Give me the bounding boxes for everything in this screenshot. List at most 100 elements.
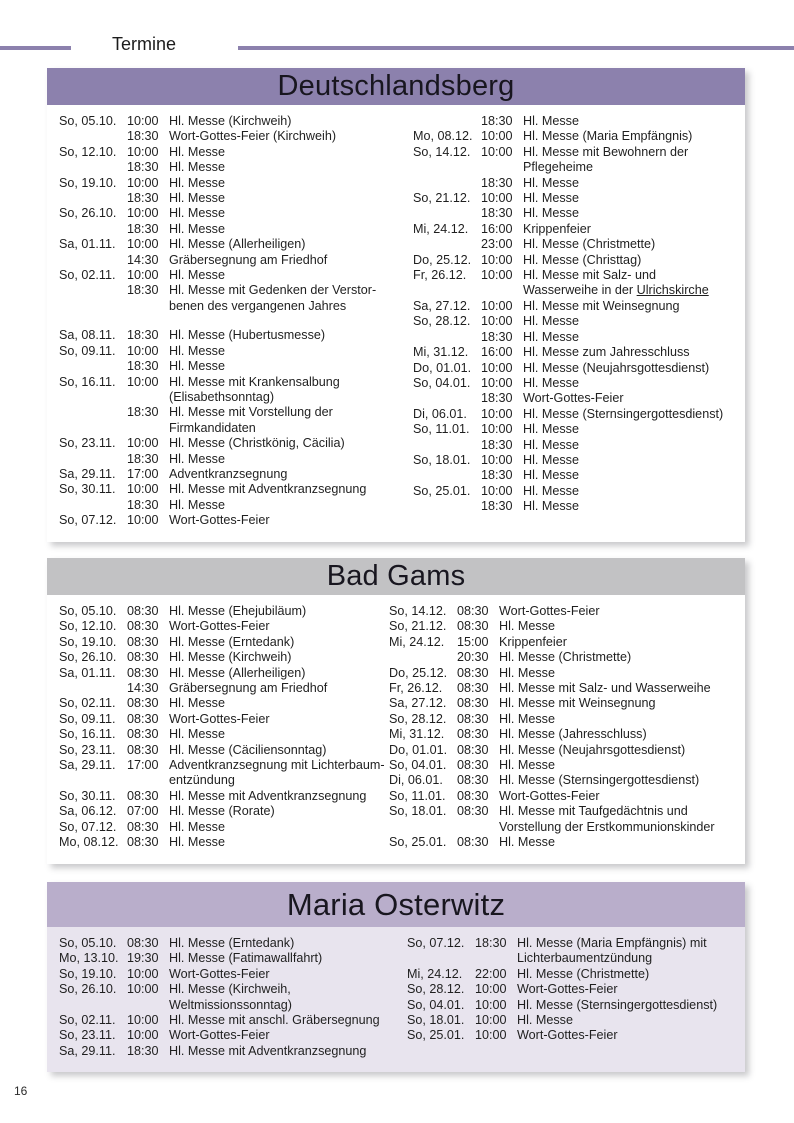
event-date: So, 21.12.	[413, 191, 471, 206]
event-description: Hl. Messe mit anschl. Gräbersegnung	[169, 1013, 385, 1028]
event-time: 10:00	[127, 436, 159, 451]
schedule-row: So, 02.11. 08:30 Hl. Messe	[59, 696, 367, 711]
event-description: Hl. Messe (Allerheiligen)	[169, 666, 367, 681]
event-description-line: Wort-Gottes-Feier	[523, 391, 624, 406]
event-description-line: Hl. Messe mit Taufgedächtnis und	[499, 804, 688, 819]
section-deutschlandsberg: Deutschlandsberg So, 05.10. 10:00 Hl. Mess…	[47, 68, 745, 542]
event-date: So, 25.01.	[407, 1028, 465, 1043]
event-date: So, 14.12.	[389, 604, 447, 618]
event-description-line: Hl. Messe (Christmette)	[517, 966, 650, 981]
schedule-row: So, 04.01. 08:30 Hl. Messe	[389, 758, 733, 773]
event-description: Wort-Gottes-Feier	[517, 982, 733, 997]
event-time: 08:30	[457, 742, 489, 757]
schedule-row: So, 02.11. 10:00 Hl. Messe mit anschl. Grä…	[59, 1013, 385, 1028]
schedule-row: So, 26.10. 10:00 Hl. Messe (Kirchweih, Welt…	[59, 982, 385, 1013]
event-date: Fr, 26.12.	[413, 268, 467, 283]
schedule-row: 18:30 Hl. Messe	[413, 206, 733, 221]
event-description-line: Weltmissionssonntag)	[169, 997, 292, 1012]
event-time: 10:00	[475, 1013, 507, 1028]
event-date	[59, 191, 127, 206]
event-description: Hl. Messe	[523, 499, 733, 514]
event-date	[413, 114, 481, 129]
event-description: Gräbersegnung am Friedhof	[169, 681, 367, 696]
event-description: Hl. Messe (Erntedank)	[169, 635, 367, 650]
event-date	[413, 468, 481, 483]
event-date: So, 04.01.	[407, 997, 465, 1012]
event-date: Sa, 29.11.	[59, 1043, 116, 1058]
event-description-line: Hl. Messe (Christkönig, Cäcilia)	[169, 436, 345, 451]
event-date: So, 23.11.	[59, 1028, 116, 1043]
event-description-line: Hl. Messe (Allerheiligen)	[169, 665, 306, 680]
event-date: Mi, 24.12.	[389, 634, 445, 649]
schedule-row: So, 25.01. 10:00 Hl. Messe	[413, 484, 733, 499]
event-time: 17:00	[127, 758, 159, 773]
event-date: So, 02.11.	[59, 268, 116, 283]
schedule-row: Do, 01.01. 10:00 Hl. Messe (Neujahrsgottes…	[413, 361, 733, 376]
event-time: 10:00	[481, 360, 513, 375]
section-title-bar: Bad Gams	[47, 558, 745, 595]
event-date: So, 28.12.	[389, 711, 447, 726]
event-description: Hl. Messe	[523, 376, 733, 391]
event-description: Adventkranzsegnung mit Lichterbaum-entzü…	[169, 758, 385, 789]
event-description-line: Hl. Messe mit Krankensalbung	[169, 374, 340, 389]
page-number: 16	[14, 1084, 28, 1098]
event-description: Hl. Messe (Christmette)	[517, 967, 733, 982]
schedule-row: Mo, 08.12. 10:00 Hl. Messe (Maria Empfängn…	[413, 129, 733, 144]
schedule-row: So, 21.12. 08:30 Hl. Messe	[389, 619, 733, 634]
event-date	[413, 206, 481, 221]
event-description: Hl. Messe (Rorate)	[169, 804, 367, 819]
schedule-row: So, 30.11. 10:00 Hl. Messe mit Adventkranz…	[59, 482, 391, 497]
event-description: Hl. Messe (Christmette)	[499, 650, 733, 665]
event-description-line: Adventkranzsegnung	[169, 466, 288, 481]
event-time: 18:30	[127, 328, 159, 343]
event-date: Do, 01.01.	[389, 742, 448, 757]
schedule-row: So, 28.12. 08:30 Hl. Messe	[389, 712, 733, 727]
event-time: 22:00	[475, 966, 507, 981]
event-description-line: Hl. Messe (Erntedank)	[169, 634, 295, 649]
event-description-line: Krippenfeier	[523, 221, 591, 236]
event-description: Hl. Messe mit Gedenken der Verstor-benen…	[169, 283, 391, 314]
event-date: So, 25.01.	[413, 483, 471, 498]
event-time: 18:30	[481, 437, 513, 452]
event-description-line: Hl. Messe mit anschl. Gräbersegnung	[169, 1013, 380, 1028]
event-date: So, 14.12.	[413, 144, 471, 159]
event-description: Wort-Gottes-Feier	[169, 513, 391, 528]
event-time: 10:00	[127, 206, 159, 221]
event-date	[413, 330, 481, 345]
event-time: 23:00	[481, 237, 513, 252]
event-description-line: Hl. Messe (Maria Empfängnis) mit	[517, 936, 707, 950]
event-date	[59, 129, 127, 144]
event-time: 10:00	[481, 298, 513, 313]
event-date: Sa, 29.11.	[59, 758, 116, 773]
event-description-line: Hl. Messe (Erntedank)	[169, 936, 295, 950]
event-description: Hl. Messe	[499, 758, 733, 773]
schedule-row: Fr, 26.12. 08:30 Hl. Messe mit Salz- und W…	[389, 681, 733, 696]
event-date: So, 12.10.	[59, 619, 117, 634]
event-time: 18:30	[127, 221, 159, 236]
schedule-row: Sa, 29.11. 17:00 Adventkranzsegnung	[59, 467, 391, 482]
event-time: 08:30	[457, 835, 489, 850]
event-description-line: Hl. Messe	[499, 835, 555, 850]
event-description: Hl. Messe mit Taufgedächtnis und Vorstell…	[499, 804, 733, 835]
event-description: Hl. Messe zum Jahresschluss	[523, 345, 733, 360]
event-description: Wort-Gottes-Feier (Kirchweih)	[169, 129, 391, 144]
schedule-row: Mo, 08.12. 08:30 Hl. Messe	[59, 835, 367, 850]
event-date: So, 23.11.	[59, 436, 116, 451]
event-date: Mi, 31.12.	[413, 345, 469, 360]
schedule-row: So, 30.11. 08:30 Hl. Messe mit Adventkranz…	[59, 789, 367, 804]
schedule-row: So, 26.10. 08:30 Hl. Messe (Kirchweih)	[59, 650, 367, 665]
event-time: 10:00	[127, 114, 159, 128]
schedule-row: So, 18.01. 10:00 Hl. Messe	[407, 1013, 733, 1028]
event-time: 10:00	[127, 482, 159, 497]
event-description-line: Hl. Messe	[523, 422, 579, 437]
event-description-line: Hl. Messe	[523, 499, 579, 514]
event-description-line: Hl. Messe	[523, 191, 579, 206]
event-date: So, 05.10.	[59, 114, 117, 128]
event-date: So, 26.10.	[59, 982, 117, 997]
schedule-row: 18:30 Hl. Messe	[59, 222, 391, 237]
event-time: 08:30	[127, 711, 159, 726]
event-description: Hl. Messe	[169, 145, 391, 160]
event-description-line: Wort-Gottes-Feier	[169, 619, 270, 634]
event-description: Hl. Messe (Kirchweih, Weltmissionssonntag…	[169, 982, 385, 1013]
event-date	[59, 498, 127, 513]
